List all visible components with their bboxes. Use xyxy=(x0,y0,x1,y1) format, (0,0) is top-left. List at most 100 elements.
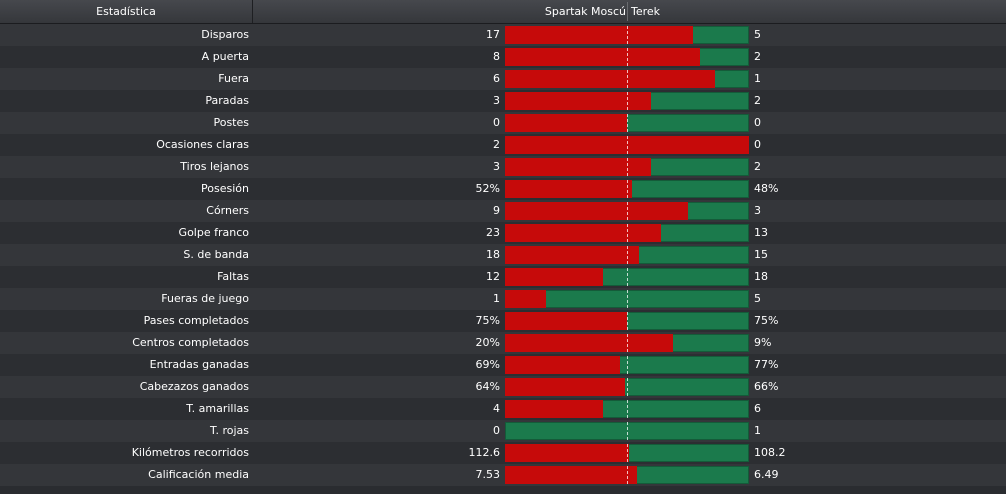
stat-row: Paradas 3 2 xyxy=(0,90,1006,112)
comparison-bar xyxy=(505,356,749,374)
away-team-name: Terek xyxy=(631,5,661,18)
stat-row: Centros completados 20% 9% xyxy=(0,332,1006,354)
stat-label: Posesión xyxy=(201,182,249,195)
stat-row: Cabezazos ganados 64% 66% xyxy=(0,376,1006,398)
stat-row: A puerta 8 2 xyxy=(0,46,1006,68)
away-value: 13 xyxy=(754,226,768,239)
stat-row: Posesión 52% 48% xyxy=(0,178,1006,200)
stat-row: Faltas 12 18 xyxy=(0,266,1006,288)
home-share-fill xyxy=(505,290,546,308)
stat-label: Faltas xyxy=(217,270,249,283)
home-value: 4 xyxy=(493,402,500,415)
midpoint-marker xyxy=(627,92,628,110)
stat-label: Kilómetros recorridos xyxy=(131,446,249,459)
home-value: 3 xyxy=(493,160,500,173)
midpoint-marker xyxy=(627,422,628,440)
midpoint-marker xyxy=(627,202,628,220)
midpoint-marker xyxy=(627,158,628,176)
away-value: 48% xyxy=(754,182,779,195)
away-value: 2 xyxy=(754,50,761,63)
home-value: 69% xyxy=(475,358,500,371)
stats-header: Estadística Spartak Moscú Terek xyxy=(0,0,1006,24)
home-share-fill xyxy=(505,224,661,242)
comparison-bar xyxy=(505,290,749,308)
home-share-fill xyxy=(505,246,639,264)
midpoint-marker xyxy=(627,224,628,242)
midpoint-marker xyxy=(627,246,628,264)
stat-label: Fuera xyxy=(218,72,249,85)
midpoint-marker xyxy=(627,114,628,132)
away-value: 1 xyxy=(754,72,761,85)
midpoint-marker xyxy=(627,334,628,352)
comparison-bar xyxy=(505,444,749,462)
midpoint-marker xyxy=(627,26,628,44)
home-value: 1 xyxy=(493,292,500,305)
away-value: 108.2 xyxy=(754,446,786,459)
home-share-fill xyxy=(505,400,603,418)
stat-row: Kilómetros recorridos 112.6 108.2 xyxy=(0,442,1006,464)
comparison-bar xyxy=(505,114,749,132)
midpoint-marker xyxy=(627,356,628,374)
comparison-bar xyxy=(505,202,749,220)
midpoint-marker xyxy=(627,400,628,418)
away-value: 2 xyxy=(754,94,761,107)
stat-label: Golpe franco xyxy=(178,226,249,239)
midpoint-marker xyxy=(627,444,628,462)
home-value: 112.6 xyxy=(468,446,501,459)
away-value: 5 xyxy=(754,292,761,305)
comparison-bar xyxy=(505,136,749,154)
home-share-fill xyxy=(505,202,688,220)
stat-label: Disparos xyxy=(201,28,249,41)
home-team-name: Spartak Moscú xyxy=(544,5,626,18)
away-value: 66% xyxy=(754,380,779,393)
comparison-bar xyxy=(505,224,749,242)
stat-label: S. de banda xyxy=(183,248,249,261)
home-value: 75% xyxy=(475,314,500,327)
home-share-fill xyxy=(505,466,637,484)
midpoint-marker xyxy=(627,378,628,396)
comparison-bar xyxy=(505,334,749,352)
home-share-fill xyxy=(505,48,700,66)
home-share-fill xyxy=(505,114,627,132)
home-share-fill xyxy=(505,92,651,110)
away-value: 75% xyxy=(754,314,779,327)
stat-label: Ocasiones claras xyxy=(156,138,249,151)
home-value: 52% xyxy=(475,182,500,195)
comparison-bar xyxy=(505,180,749,198)
comparison-bar xyxy=(505,312,749,330)
away-value: 3 xyxy=(754,204,761,217)
away-value: 1 xyxy=(754,424,761,437)
midpoint-marker xyxy=(627,268,628,286)
home-value: 7.53 xyxy=(475,468,501,481)
away-value: 15 xyxy=(754,248,768,261)
stat-row: Córners 9 3 xyxy=(0,200,1006,222)
stat-label: Centros completados xyxy=(132,336,249,349)
away-value: 5 xyxy=(754,28,761,41)
stat-label: Paradas xyxy=(205,94,249,107)
stat-label: T. rojas xyxy=(210,424,249,437)
away-value: 9% xyxy=(754,336,772,349)
midpoint-marker xyxy=(627,290,628,308)
home-value: 18 xyxy=(486,248,500,261)
stat-row: T. rojas 0 1 xyxy=(0,420,1006,442)
home-share-fill xyxy=(505,158,651,176)
away-value: 18 xyxy=(754,270,768,283)
stat-row: Calificación media 7.53 6.49 xyxy=(0,464,1006,486)
home-share-fill xyxy=(505,334,673,352)
home-value: 12 xyxy=(486,270,500,283)
home-share-fill xyxy=(505,26,693,44)
stat-row: Disparos 17 5 xyxy=(0,24,1006,46)
away-value: 6.49 xyxy=(754,468,779,481)
comparison-bar xyxy=(505,378,749,396)
home-share-fill xyxy=(505,268,603,286)
stat-label: A puerta xyxy=(201,50,249,63)
midpoint-marker xyxy=(627,48,628,66)
stat-label: Tiros lejanos xyxy=(180,160,249,173)
home-value: 3 xyxy=(493,94,500,107)
stat-column-header[interactable]: Estadística xyxy=(0,0,253,23)
midpoint-marker xyxy=(627,312,628,330)
home-share-fill xyxy=(505,70,715,88)
comparison-bar xyxy=(505,70,749,88)
home-value: 8 xyxy=(493,50,500,63)
stats-rows: Disparos 17 5 A puerta 8 2 Fuera 6 1 Paradas 3 2 Pos… xyxy=(0,24,1006,486)
